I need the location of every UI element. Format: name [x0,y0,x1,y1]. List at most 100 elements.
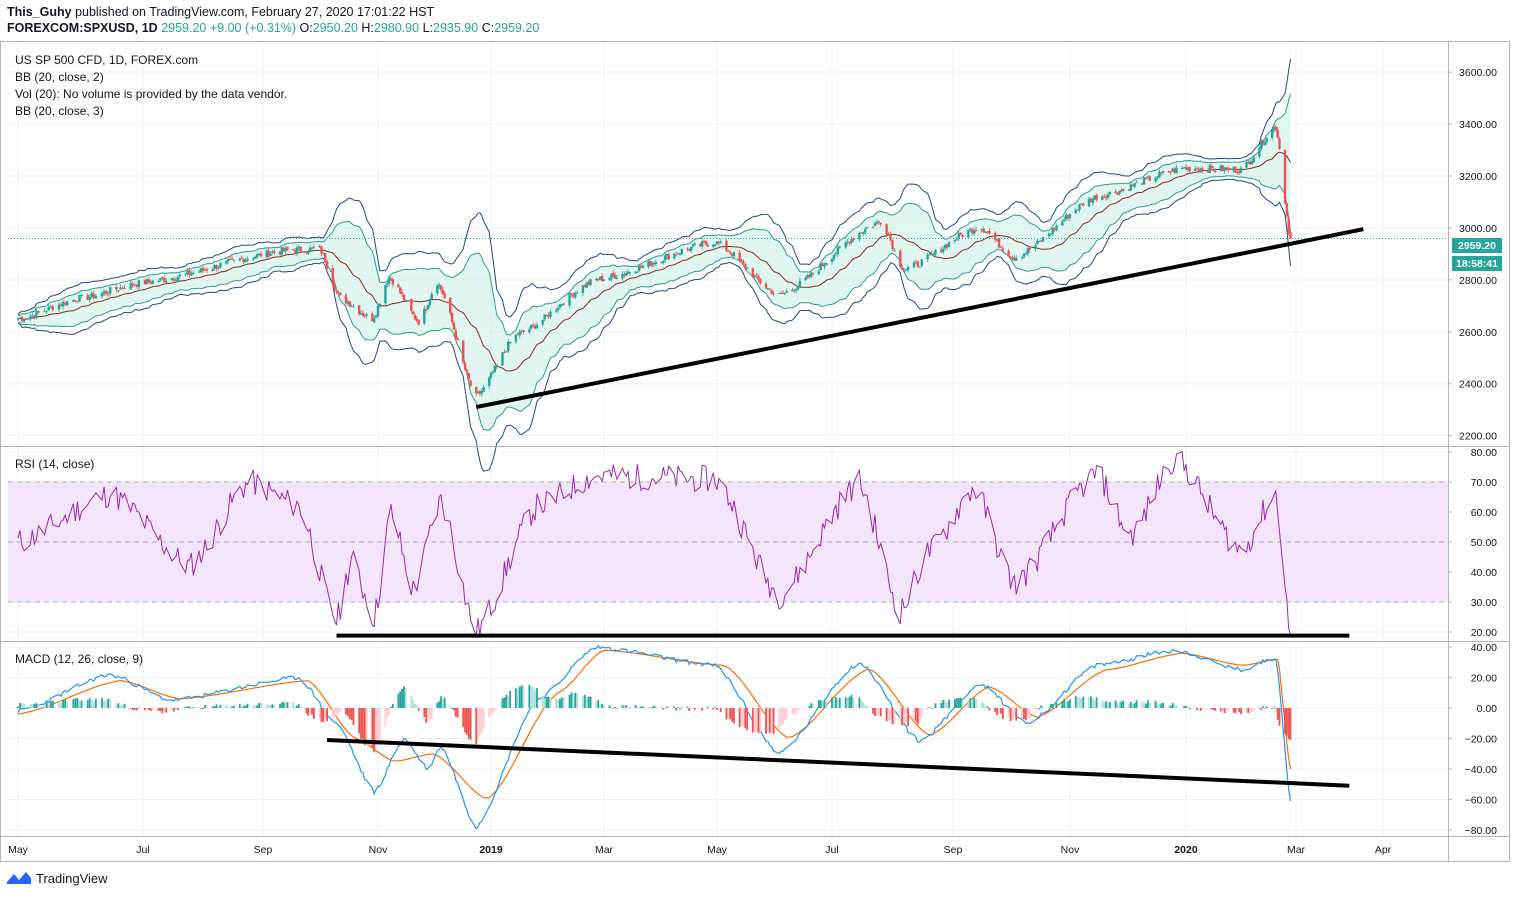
candle-body[interactable] [1274,126,1278,130]
candle-body[interactable] [757,276,760,280]
candle-body[interactable] [1245,162,1248,168]
candle-body[interactable] [665,253,669,257]
candle-body[interactable] [59,304,63,306]
candle-body[interactable] [151,280,154,284]
candle-body[interactable] [1049,233,1053,235]
candle-body[interactable] [1078,204,1081,210]
candle-body[interactable] [201,267,205,271]
candle-body[interactable] [186,270,189,275]
candle-body[interactable] [1237,171,1241,174]
candle-body[interactable] [503,351,506,353]
candle-body[interactable] [844,242,847,248]
candle-body[interactable] [612,272,615,276]
candle-body[interactable] [387,277,391,284]
candle-body[interactable] [190,273,193,276]
candle-body[interactable] [238,258,241,261]
candle-body[interactable] [1289,231,1292,239]
candle-body[interactable] [1026,248,1030,254]
candle-body[interactable] [862,232,865,234]
candle-body[interactable] [654,261,658,265]
candle-body[interactable] [90,292,93,298]
candle-body[interactable] [783,292,787,294]
candle-body[interactable] [18,317,22,319]
candle-body[interactable] [384,284,387,304]
candle-body[interactable] [463,362,467,370]
candle-body[interactable] [574,292,577,298]
candle-body[interactable] [811,272,815,274]
candle-body[interactable] [641,265,645,268]
candle-body[interactable] [373,318,376,323]
candle-body[interactable] [873,223,877,227]
candle-body[interactable] [1024,253,1028,255]
candle-body[interactable] [1129,184,1133,191]
candle-body[interactable] [1007,250,1010,257]
candle-body[interactable] [602,279,606,282]
candle-body[interactable] [149,281,152,284]
candle-body[interactable] [652,262,656,264]
candle-body[interactable] [1193,168,1197,171]
candle-body[interactable] [520,330,523,332]
candle-body[interactable] [556,308,560,311]
candle-body[interactable] [74,300,77,302]
macd-trendline[interactable] [327,738,1350,788]
candle-body[interactable] [918,266,922,268]
candle-body[interactable] [217,267,220,269]
candle-body[interactable] [628,272,632,274]
candle-body[interactable] [495,364,498,367]
candle-body[interactable] [810,272,813,277]
candle-body[interactable] [875,221,879,224]
candle-body[interactable] [1188,167,1191,172]
candle-body[interactable] [1250,161,1254,164]
candle-body[interactable] [717,242,721,244]
candle-body[interactable] [904,269,908,271]
candle-body[interactable] [135,284,139,287]
candle-body[interactable] [423,308,426,324]
candle-body[interactable] [993,233,997,240]
candle-body[interactable] [945,244,949,248]
candle-body[interactable] [157,281,160,283]
candle-body[interactable] [522,330,525,332]
candle-body[interactable] [1095,195,1098,200]
candle-body[interactable] [832,255,836,260]
candle-body[interactable] [1206,170,1210,173]
candle-body[interactable] [310,247,314,249]
candle-body[interactable] [676,253,680,255]
candle-body[interactable] [903,270,906,272]
candle-body[interactable] [308,247,312,251]
candle-body[interactable] [86,294,89,300]
candle-body[interactable] [893,249,896,251]
candle-body[interactable] [31,315,34,317]
candle-body[interactable] [320,246,323,254]
candle-body[interactable] [554,310,558,312]
candle-body[interactable] [836,246,840,254]
candle-body[interactable] [742,261,745,264]
candle-body[interactable] [1154,177,1157,182]
candle-body[interactable] [131,283,134,286]
candle-body[interactable] [541,319,544,325]
candle-body[interactable] [1028,247,1031,250]
candle-body[interactable] [791,289,794,292]
candle-body[interactable] [597,278,600,281]
candle-body[interactable] [830,259,834,263]
candle-body[interactable] [352,306,355,308]
candle-body[interactable] [293,250,297,253]
candle-body[interactable] [428,299,432,306]
candle-body[interactable] [133,284,137,286]
candle-body[interactable] [545,315,548,317]
candle-body[interactable] [1108,192,1112,195]
candle-body[interactable] [129,282,132,290]
candle-body[interactable] [469,380,472,386]
candle-body[interactable] [324,253,327,263]
candle-body[interactable] [1040,240,1043,242]
candle-body[interactable] [678,253,682,255]
candle-body[interactable] [706,244,709,247]
candle-body[interactable] [1261,140,1265,145]
candle-body[interactable] [906,266,910,270]
candle-body[interactable] [365,314,368,316]
candle-body[interactable] [730,254,734,257]
candle-body[interactable] [959,232,962,235]
candle-body[interactable] [744,264,747,269]
candle-body[interactable] [972,230,976,234]
candle-body[interactable] [424,309,428,311]
candle-body[interactable] [1212,168,1215,171]
